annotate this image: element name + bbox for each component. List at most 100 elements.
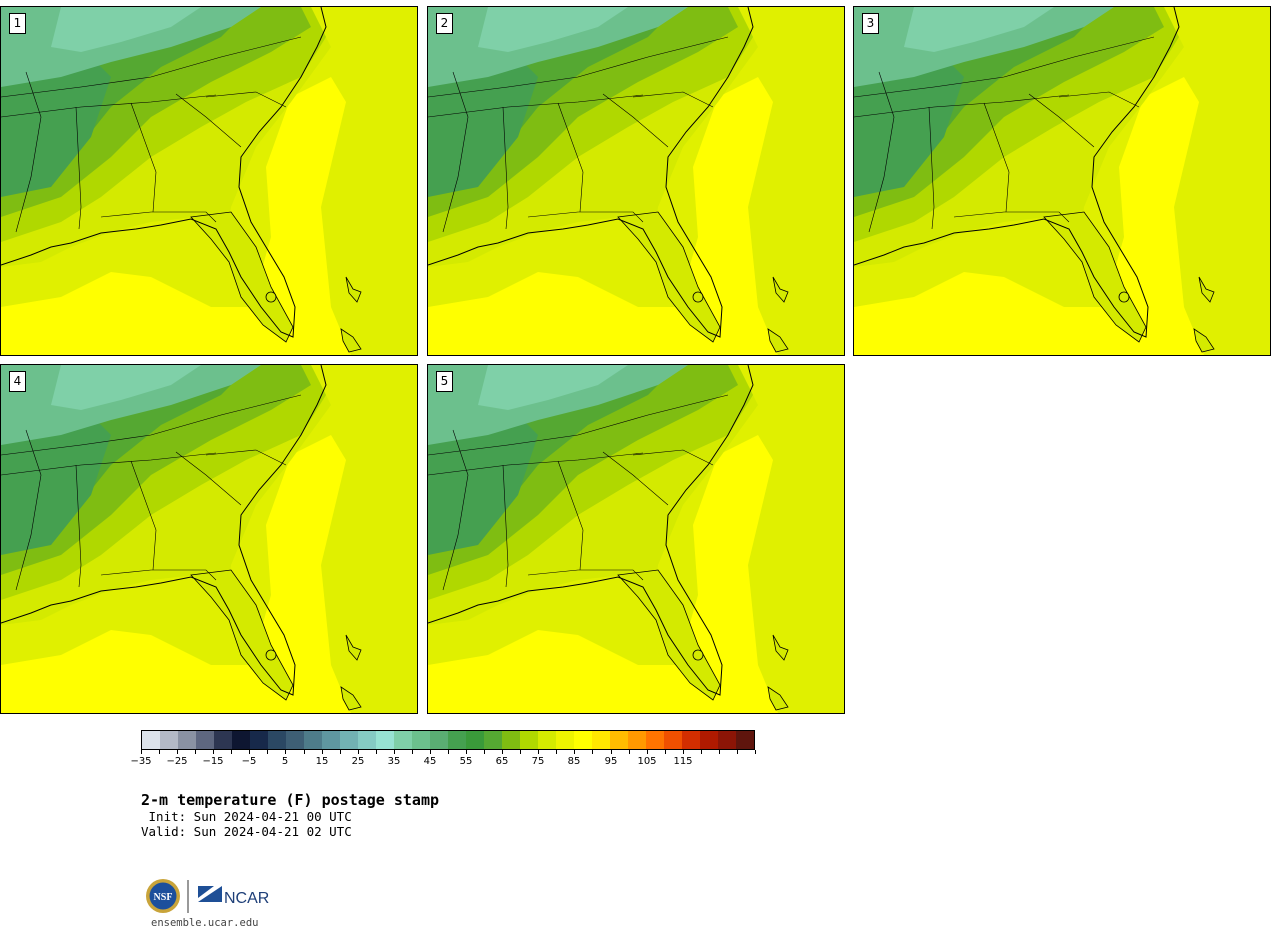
- colorbar-tick-label: 15: [315, 756, 329, 767]
- colorbar-swatch: [592, 731, 610, 749]
- colorbar-swatch: [412, 731, 430, 749]
- colorbar-swatch: [664, 731, 682, 749]
- colorbar-swatch: [700, 731, 718, 749]
- colorbar-swatch: [502, 731, 520, 749]
- colorbar-tick: [159, 750, 160, 754]
- colorbar-tick-label: 95: [604, 756, 618, 767]
- colorbar-swatch: [178, 731, 196, 749]
- colorbar-tick: [304, 750, 305, 754]
- colorbar-tick: [177, 750, 178, 754]
- colorbar-swatch: [286, 731, 304, 749]
- colorbar-tick: [448, 750, 449, 754]
- valid-time: Valid: Sun 2024-04-21 02 UTC: [141, 824, 352, 839]
- panel-label: 2: [436, 13, 453, 34]
- colorbar-swatch: [718, 731, 736, 749]
- colorbar-tick: [574, 750, 575, 754]
- colorbar-tick-label: 55: [459, 756, 473, 767]
- colorbar-tick-label: 85: [567, 756, 581, 767]
- colorbar-tick: [737, 750, 738, 754]
- colorbar-tick-label: −35: [130, 756, 152, 767]
- colorbar-tick: [592, 750, 593, 754]
- colorbar-tick: [412, 750, 413, 754]
- colorbar-tick: [484, 750, 485, 754]
- southeast-us-map: [1, 365, 417, 713]
- southeast-us-map: [1, 7, 417, 355]
- colorbar-ticks: −35 −25 −15 −5 5 15 25 35 45 55 65 75 85 95 105 115: [130, 750, 756, 770]
- southeast-us-map: [428, 365, 844, 713]
- colorbar-tick: [231, 750, 232, 754]
- colorbar: [141, 730, 755, 750]
- colorbar-swatch: [556, 731, 574, 749]
- colorbar-tick: [285, 750, 286, 754]
- panel-label: 1: [9, 13, 26, 34]
- colorbar-swatch: [250, 731, 268, 749]
- colorbar-swatch: [448, 731, 466, 749]
- map-panel-2: 2: [427, 6, 845, 356]
- colorbar-tick-label: 35: [387, 756, 401, 767]
- colorbar-tick: [502, 750, 503, 754]
- colorbar-tick-label: 5: [281, 756, 289, 767]
- southeast-us-map: [428, 7, 844, 355]
- colorbar-tick-label: 45: [423, 756, 437, 767]
- colorbar-swatch: [376, 731, 394, 749]
- colorbar-tick: [701, 750, 702, 754]
- colorbar-swatch: [268, 731, 286, 749]
- colorbar-swatch: [628, 731, 646, 749]
- colorbar-tick: [267, 750, 268, 754]
- colorbar-tick: [340, 750, 341, 754]
- panel-label: 3: [862, 13, 879, 34]
- colorbar-swatch: [160, 731, 178, 749]
- colorbar-tick-label: 105: [637, 756, 657, 767]
- colorbar-swatch: [340, 731, 358, 749]
- colorbar-tick: [213, 750, 214, 754]
- map-panel-5: 5: [427, 364, 845, 714]
- colorbar-tick: [647, 750, 648, 754]
- colorbar-swatch: [484, 731, 502, 749]
- colorbar-tick: [358, 750, 359, 754]
- map-panel-1: 1: [0, 6, 418, 356]
- colorbar-swatch: [232, 731, 250, 749]
- colorbar-tick: [466, 750, 467, 754]
- panel-label: 4: [9, 371, 26, 392]
- colorbar-tick-label: 65: [495, 756, 509, 767]
- init-time: Init: Sun 2024-04-21 00 UTC: [141, 809, 352, 824]
- colorbar-tick: [683, 750, 684, 754]
- colorbar-swatch: [736, 731, 754, 749]
- colorbar-tick: [376, 750, 377, 754]
- colorbar-tick: [394, 750, 395, 754]
- colorbar-swatch: [358, 731, 376, 749]
- colorbar-tick-label: −5: [241, 756, 257, 767]
- figure-title: 2-m temperature (F) postage stamp: [141, 791, 440, 809]
- colorbar-swatch: [520, 731, 538, 749]
- colorbar-tick: [322, 750, 323, 754]
- colorbar-tick: [719, 750, 720, 754]
- colorbar-tick-label: 115: [673, 756, 693, 767]
- colorbar-swatch: [430, 731, 448, 749]
- colorbar-tick: [141, 750, 142, 754]
- colorbar-tick-label: −15: [202, 756, 224, 767]
- nsf-ncar-logo: NSF NCAR: [144, 876, 284, 916]
- colorbar-swatch: [214, 731, 232, 749]
- colorbar-swatch: [466, 731, 484, 749]
- colorbar-swatch: [304, 731, 322, 749]
- panel-label: 5: [436, 371, 453, 392]
- site-url: ensemble.ucar.edu: [151, 917, 259, 929]
- colorbar-swatch: [394, 731, 412, 749]
- nsf-logo-icon: NSF: [146, 879, 180, 913]
- colorbar-tick: [665, 750, 666, 754]
- colorbar-tick: [611, 750, 612, 754]
- svg-text:NSF: NSF: [154, 892, 173, 903]
- colorbar-tick: [629, 750, 630, 754]
- colorbar-swatch: [322, 731, 340, 749]
- map-panel-4: 4: [0, 364, 418, 714]
- colorbar-tick-label: 25: [351, 756, 365, 767]
- ncar-logo-icon: NCAR: [198, 886, 269, 907]
- colorbar-swatch: [196, 731, 214, 749]
- colorbar-tick: [538, 750, 539, 754]
- colorbar-swatch: [538, 731, 556, 749]
- svg-text:NCAR: NCAR: [224, 890, 269, 907]
- colorbar-tick: [195, 750, 196, 754]
- colorbar-tick: [430, 750, 431, 754]
- colorbar-tick-label: 75: [531, 756, 545, 767]
- colorbar-tick: [249, 750, 250, 754]
